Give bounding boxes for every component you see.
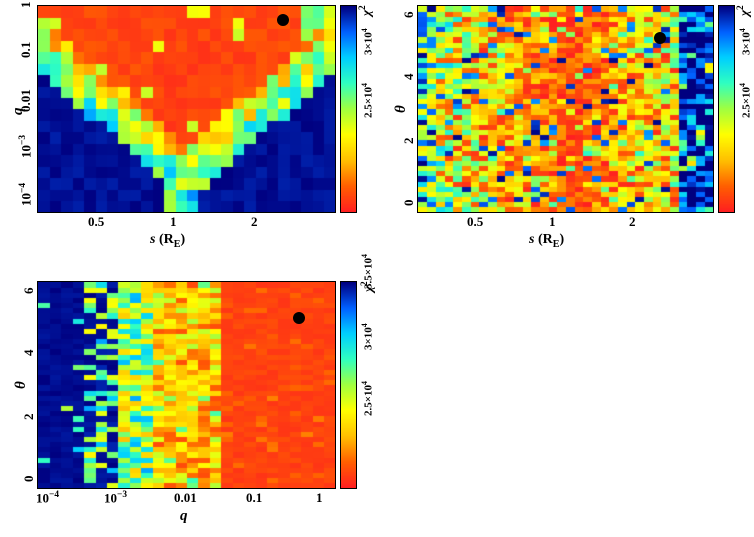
panel-qtheta-colorbar bbox=[340, 281, 357, 489]
panel-stheta-best-fit-marker bbox=[654, 32, 666, 44]
panel-qtheta-xtick-3: 0.1 bbox=[246, 490, 263, 505]
panel-stheta-plot-area bbox=[417, 5, 714, 213]
panel-sq-heatmap bbox=[38, 6, 335, 212]
panel-qtheta-xtick-2: 0.01 bbox=[174, 490, 197, 505]
panel-stheta-heatmap bbox=[418, 6, 713, 212]
panel-sq-yaxis-title: q bbox=[10, 107, 26, 116]
panel-qtheta-xtick-1: 10−3 bbox=[104, 490, 127, 506]
panel-stheta-yaxis-title: θ bbox=[393, 105, 409, 113]
panel-stheta-colorbar-gradient bbox=[719, 6, 734, 212]
panel-stheta-xaxis-title: s (RE) bbox=[529, 232, 565, 250]
panel-qtheta-xaxis-title: q bbox=[180, 508, 188, 524]
panel-sq-plot-area bbox=[37, 5, 336, 213]
panel-sq-xaxis-title: s (RE) bbox=[150, 232, 186, 250]
panel-qtheta-colorbar-gradient bbox=[341, 282, 356, 488]
panel-sq-colorbar bbox=[340, 5, 357, 213]
panel-stheta-xtick-0: 0.5 bbox=[467, 214, 484, 229]
panel-sq-best-fit-marker bbox=[277, 14, 289, 26]
panel-qtheta-heatmap bbox=[38, 282, 335, 488]
panel-qtheta-best-fit-marker bbox=[293, 312, 305, 324]
panel-sq-xtick-2: 2 bbox=[251, 214, 258, 229]
panel-stheta-xtick-1: 1 bbox=[549, 214, 556, 229]
panel-qtheta-plot-area bbox=[37, 281, 336, 489]
panel-qtheta-yaxis-title: θ bbox=[13, 381, 29, 389]
panel-sq-xtick-1: 1 bbox=[170, 214, 177, 229]
panel-stheta-colorbar bbox=[718, 5, 735, 213]
panel-qtheta-xtick-4: 1 bbox=[316, 490, 323, 505]
panel-sq-xtick-0: 0.5 bbox=[88, 214, 105, 229]
panel-stheta-xtick-2: 2 bbox=[629, 214, 636, 229]
panel-sq-colorbar-gradient bbox=[341, 6, 356, 212]
panel-qtheta-xtick-0: 10−4 bbox=[36, 490, 59, 506]
